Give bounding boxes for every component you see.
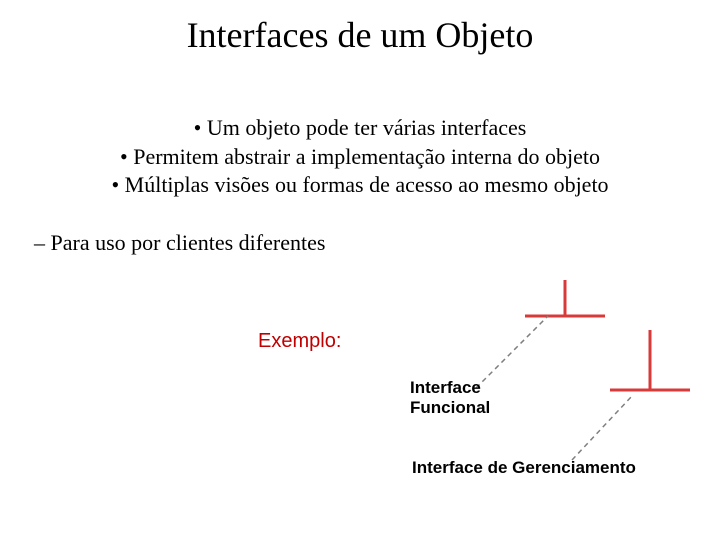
slide: Interfaces de um Objeto • Um objeto pode… <box>0 0 720 540</box>
connector-dash-2 <box>572 396 632 460</box>
label-interface-funcional: Interface Funcional <box>410 378 490 417</box>
interface-marker-1 <box>525 280 605 316</box>
interface-marker-2 <box>610 330 690 390</box>
label-funcional-line1: Interface <box>410 378 481 397</box>
label-funcional-line2: Funcional <box>410 398 490 417</box>
label-interface-gerenciamento: Interface de Gerenciamento <box>412 458 636 478</box>
